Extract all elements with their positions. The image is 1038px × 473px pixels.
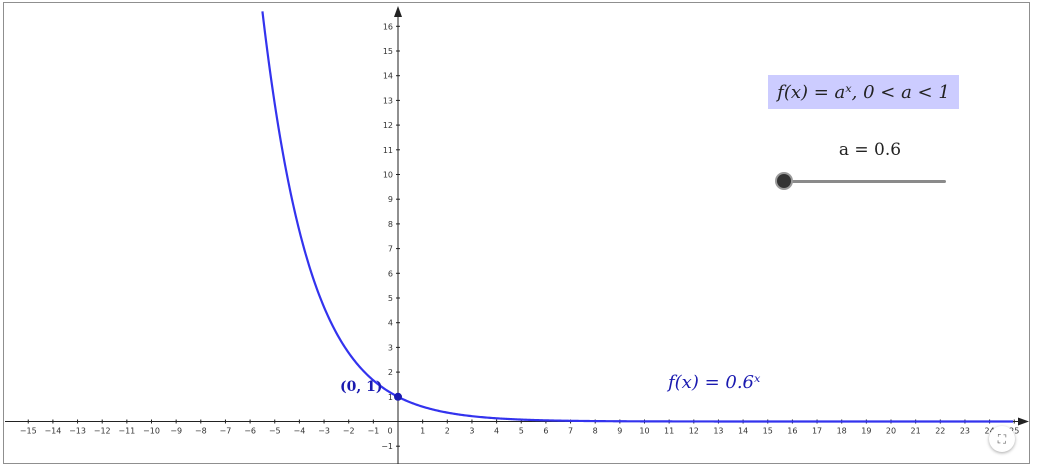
y-tick-label: 7 <box>388 245 393 254</box>
x-tick-label: −3 <box>318 427 330 436</box>
x-tick-label: −9 <box>170 427 182 436</box>
x-tick-label: 17 <box>812 427 822 436</box>
series-curve <box>261 11 1014 423</box>
x-tick-label: 12 <box>689 427 699 436</box>
y-tick-label: 6 <box>388 269 393 278</box>
x-tick-label: −7 <box>220 427 232 436</box>
x-tick-label: 11 <box>664 427 674 436</box>
x-tick-label: 2 <box>445 427 450 436</box>
x-tick-label: −4 <box>294 427 306 436</box>
x-tick-label: 20 <box>886 427 896 436</box>
x-tick-label: 23 <box>960 427 970 436</box>
curve-label: f(x) = 0.6ˣ <box>668 372 761 393</box>
x-tick-label: 24 <box>985 427 995 436</box>
x-tick-label: 15 <box>763 427 773 436</box>
x-tick-label: −13 <box>69 427 86 436</box>
x-tick-label: −6 <box>244 427 256 436</box>
y-tick-label: 2 <box>388 368 393 377</box>
x-tick-label: 18 <box>837 427 847 436</box>
x-axis-arrow <box>1018 417 1029 426</box>
x-tick-label: 10 <box>639 427 649 436</box>
x-tick-label: −5 <box>269 427 281 436</box>
y-tick-label: 14 <box>383 72 393 81</box>
y-tick-label: 9 <box>388 195 393 204</box>
x-tick-label: −10 <box>143 427 160 436</box>
x-tick-label: 9 <box>617 427 622 436</box>
x-tick-label: 19 <box>861 427 871 436</box>
x-tick-label: 13 <box>713 427 723 436</box>
graphics-view-frame <box>3 2 1030 464</box>
y-tick-label: 4 <box>388 319 393 328</box>
y-tick-label: 11 <box>383 146 393 155</box>
y-tick-label: −1 <box>381 442 393 451</box>
slider-track[interactable] <box>784 180 946 183</box>
fullscreen-icon: ⛶ <box>997 431 1007 446</box>
x-tick-label: 3 <box>469 427 474 436</box>
formula-label: f(x) = aˣ, 0 < a < 1 <box>768 75 959 109</box>
x-tick-label: −8 <box>195 427 207 436</box>
curve-layer <box>261 11 1014 423</box>
point-0-1[interactable] <box>394 392 402 401</box>
y-tick-label: 15 <box>383 47 393 56</box>
y-tick-label: 13 <box>383 96 393 105</box>
x-tick-label: 5 <box>519 427 524 436</box>
x-tick-label: 25 <box>1009 427 1019 436</box>
fullscreen-button[interactable]: ⛶ <box>989 426 1015 452</box>
x-tick-label: 8 <box>593 427 598 436</box>
x-tick-label: 1 <box>420 427 425 436</box>
x-tick-label: 22 <box>935 427 945 436</box>
y-axis-arrow <box>394 6 402 17</box>
slider-thumb[interactable] <box>777 174 791 188</box>
y-tick-label: 1 <box>388 393 393 402</box>
x-tick-label: 6 <box>543 427 548 436</box>
x-tick-label: −2 <box>343 427 355 436</box>
x-tick-label: −14 <box>44 427 61 436</box>
x-tick-label: 21 <box>911 427 921 436</box>
x-tick-label: 7 <box>568 427 573 436</box>
y-tick-label: 3 <box>388 343 393 352</box>
x-tick-label: −11 <box>118 427 135 436</box>
y-tick-label: 16 <box>383 22 393 31</box>
x-tick-label: −15 <box>20 427 37 436</box>
x-tick-label: 16 <box>787 427 797 436</box>
slider-value-label: a = 0.6 <box>838 140 902 160</box>
x-tick-label: 14 <box>738 427 748 436</box>
x-tick-label: 0 <box>387 427 392 436</box>
x-tick-label: −12 <box>94 427 111 436</box>
y-tick-label: 5 <box>388 294 393 303</box>
y-tick-label: 10 <box>383 171 393 180</box>
point-label: (0, 1) <box>340 379 383 395</box>
x-tick-label: 4 <box>494 427 499 436</box>
y-tick-label: 12 <box>383 121 393 130</box>
x-tick-label: −1 <box>367 427 379 436</box>
y-tick-label: 8 <box>388 220 393 229</box>
